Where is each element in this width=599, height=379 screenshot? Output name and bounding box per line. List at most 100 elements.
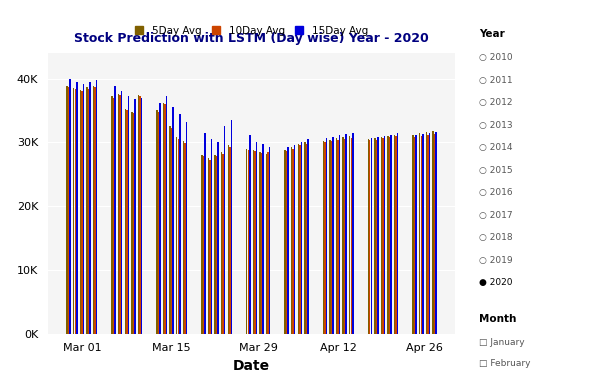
Bar xyxy=(388,136,389,334)
Bar xyxy=(331,141,332,334)
Bar xyxy=(253,150,254,334)
Bar xyxy=(292,149,294,334)
Bar xyxy=(429,133,430,334)
Bar xyxy=(377,137,379,334)
Bar xyxy=(156,110,158,334)
Bar xyxy=(134,99,135,334)
Bar xyxy=(419,133,420,334)
Bar xyxy=(173,107,174,334)
Bar xyxy=(291,147,292,334)
Bar xyxy=(262,144,264,334)
Bar xyxy=(166,96,167,334)
Bar xyxy=(256,142,257,334)
Bar xyxy=(326,138,327,334)
Bar xyxy=(118,94,119,334)
Bar xyxy=(384,136,385,334)
Bar xyxy=(247,150,249,334)
Text: ● 2020: ● 2020 xyxy=(479,278,513,287)
Bar xyxy=(376,140,377,334)
Bar xyxy=(343,137,344,334)
Bar xyxy=(344,139,346,334)
Bar xyxy=(73,88,74,334)
Bar xyxy=(434,134,435,334)
Bar xyxy=(170,126,171,334)
Bar xyxy=(269,147,270,334)
Bar xyxy=(171,128,173,334)
Bar xyxy=(435,132,437,334)
Bar xyxy=(413,135,414,334)
Bar xyxy=(88,89,89,334)
Bar xyxy=(66,86,68,334)
Bar xyxy=(329,140,331,334)
Legend: 5Day Avg, 10Day Avg, 15Day Avg: 5Day Avg, 10Day Avg, 15Day Avg xyxy=(131,22,372,40)
Bar xyxy=(422,134,423,334)
Bar xyxy=(381,137,382,334)
Bar xyxy=(374,138,376,334)
Bar xyxy=(432,131,434,334)
Bar xyxy=(394,135,395,334)
Bar xyxy=(208,158,209,334)
Bar xyxy=(349,136,350,334)
Bar xyxy=(89,82,90,334)
Bar xyxy=(324,142,326,334)
Bar xyxy=(228,146,229,334)
Bar xyxy=(126,110,128,334)
Text: ○ 2013: ○ 2013 xyxy=(479,121,513,130)
Bar xyxy=(111,96,113,334)
Text: ○ 2017: ○ 2017 xyxy=(479,211,513,220)
Bar xyxy=(209,160,211,334)
Bar xyxy=(214,155,216,334)
Bar xyxy=(204,133,205,334)
Bar xyxy=(95,87,96,334)
Bar xyxy=(267,152,269,334)
Text: ○ 2011: ○ 2011 xyxy=(479,75,513,85)
Bar xyxy=(114,86,116,334)
Bar xyxy=(266,154,267,334)
Bar xyxy=(138,95,139,334)
Bar xyxy=(254,151,256,334)
Bar xyxy=(305,144,307,334)
Bar xyxy=(350,138,352,334)
Bar xyxy=(369,140,371,334)
Bar xyxy=(416,135,417,334)
Bar xyxy=(395,136,397,334)
Bar xyxy=(368,139,369,334)
Bar xyxy=(132,113,134,334)
Bar xyxy=(229,147,231,334)
Text: □ January: □ January xyxy=(479,338,525,347)
Bar xyxy=(299,146,301,334)
Bar xyxy=(216,156,217,334)
Bar xyxy=(81,91,83,334)
Bar xyxy=(74,89,76,334)
Bar xyxy=(301,142,302,334)
Bar xyxy=(294,146,295,334)
Bar xyxy=(261,153,262,334)
Text: ○ 2014: ○ 2014 xyxy=(479,143,513,152)
Bar xyxy=(93,86,94,334)
Bar xyxy=(371,138,372,334)
Text: Year: Year xyxy=(479,29,505,39)
Bar xyxy=(83,84,84,334)
Bar xyxy=(231,120,232,334)
Text: □ February: □ February xyxy=(479,359,531,368)
Bar xyxy=(184,143,186,334)
Bar xyxy=(159,103,161,334)
Text: ○ 2019: ○ 2019 xyxy=(479,256,513,265)
Bar xyxy=(125,109,126,334)
Bar xyxy=(76,82,77,334)
Text: ○ 2012: ○ 2012 xyxy=(479,98,513,107)
Bar xyxy=(177,139,179,334)
Bar xyxy=(286,151,288,334)
Bar xyxy=(352,133,353,334)
Bar xyxy=(179,114,180,334)
Bar xyxy=(86,88,87,334)
Bar xyxy=(128,96,129,334)
Bar xyxy=(68,87,69,334)
Bar xyxy=(414,137,415,334)
Bar xyxy=(391,135,392,334)
Bar xyxy=(346,134,347,334)
Bar xyxy=(304,142,305,334)
Bar xyxy=(141,98,142,334)
Bar xyxy=(202,156,204,334)
Text: ○ 2015: ○ 2015 xyxy=(479,166,513,175)
